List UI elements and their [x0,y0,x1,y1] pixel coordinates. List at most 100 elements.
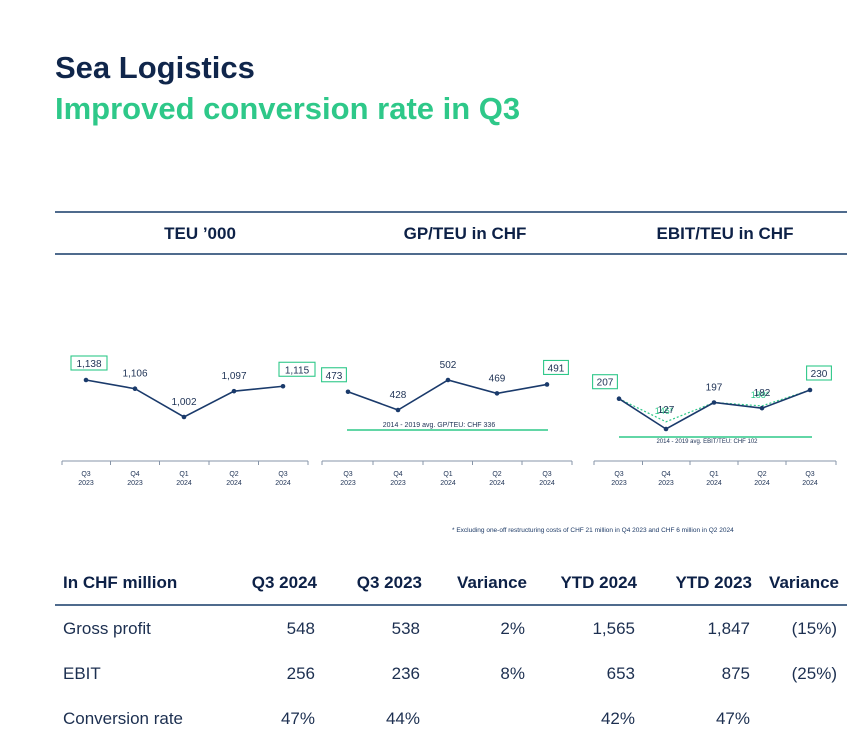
table-cell: 256 [286,663,315,683]
highlighted-data-label: 1,115 [285,365,310,376]
table-header-ytd-2024: YTD 2024 [535,562,645,606]
table-cell: EBIT [63,663,101,683]
data-point [132,386,138,392]
x-tick-label: 2024 [754,480,770,487]
highlighted-data-label: 473 [326,371,343,382]
data-point [231,388,237,394]
table-cell: 47% [715,708,750,728]
data-point [663,426,669,432]
page-subtitle: Improved conversion rate in Q3 [55,91,521,126]
data-point [711,400,717,405]
table-cell [430,696,535,741]
financials-table: In CHF million Q3 2024 Q3 2023 Variance … [55,562,847,741]
table-cell: 1,847 [707,618,750,638]
x-tick-label: 2024 [706,480,722,487]
highlighted-data-label: 1,138 [76,359,101,370]
table-cell: 875 [721,663,750,683]
data-point [544,382,550,387]
data-point [83,377,89,383]
highlighted-data-label-box [592,374,618,390]
table-cell: 653 [606,663,635,683]
x-tick-label: Q3 [542,471,551,478]
data-point [445,377,451,383]
reference-label: 2014 - 2019 avg. GP/TEU: CHF 336 [383,422,496,429]
x-tick-label: 2024 [489,480,505,487]
data-label: 428 [390,390,407,401]
series-line [347,379,548,411]
highlighted-data-label-box [806,365,832,381]
data-point [807,387,813,393]
data-label: 127 [658,405,675,416]
highlighted-data-label-box [543,359,569,376]
page-title: Sea Logistics [55,50,255,85]
table-header-ytd-2023: YTD 2023 [645,562,760,606]
highlighted-data-label: 230 [811,369,828,380]
footnote: * Excluding one-off restructuring costs … [452,527,734,534]
adjusted-data-label: 188* [751,390,770,400]
series-line [618,389,811,430]
table-header-q3-2024: Q3 2024 [225,562,325,606]
x-tick-label: Q1 [443,471,452,478]
x-tick-label: Q2 [757,471,766,478]
highlighted-data-label: 207 [597,378,614,389]
data-label: 1,002 [171,397,196,408]
table-cell: 44% [385,708,420,728]
table-header-label: In CHF million [55,562,225,606]
highlighted-data-label-box [70,355,108,371]
x-tick-label: Q3 [805,471,814,478]
table-cell: Gross profit [63,618,151,638]
x-tick-label: 2024 [226,480,242,487]
ebit-teu-column-heading: EBIT/TEU in CHF [656,224,794,243]
highlighted-data-label: 491 [548,363,565,374]
data-label: 469 [489,373,506,384]
table-cell: (15%) [791,618,837,638]
x-tick-label: Q3 [614,471,623,478]
data-point [280,383,286,389]
x-tick-label: 2024 [802,480,818,487]
x-tick-label: 2024 [539,480,555,487]
x-tick-label: 2024 [176,480,192,487]
x-tick-label: Q4 [130,471,139,478]
table-cell: 538 [391,618,420,638]
header-bottom-rule [55,253,847,255]
x-tick-label: 2023 [658,480,674,487]
x-tick-label: 2023 [340,480,356,487]
header-top-rule [55,211,847,213]
table-header-ytd-variance: Variance [760,562,847,606]
charts-area: 1,138 1,106 1,002 1,097 1,115 Q3 2023 Q4 2023 Q1 2… [61,355,837,487]
x-tick-label: 2023 [390,480,406,487]
x-tick-label: Q2 [229,471,238,478]
table-row: Gross profit 548 538 2% 1,565 1,847 (15%… [55,605,847,651]
table-row: EBIT 256 236 8% 653 875 (25%) [55,651,847,696]
data-point [759,405,765,411]
data-label: 1,106 [122,369,147,380]
table-header-row: In CHF million Q3 2024 Q3 2023 Variance … [55,562,847,606]
x-tick-label: 2024 [275,480,291,487]
x-tick-label: Q4 [661,471,670,478]
table-cell: 2% [500,618,525,638]
data-point [494,391,500,396]
data-point [395,407,401,413]
x-tick-label: 2023 [78,480,94,487]
x-tick-label: 2024 [440,480,456,487]
table-header-variance: Variance [430,562,535,606]
x-tick-label: Q1 [179,471,188,478]
table-cell [760,696,847,741]
x-tick-label: Q1 [709,471,718,478]
highlighted-data-label-box [278,361,316,377]
teu-column-heading: TEU ’000 [164,224,236,243]
data-point [345,389,351,395]
data-label: 502 [440,360,457,371]
x-tick-label: Q2 [492,471,501,478]
reference-label: 2014 - 2019 avg. EBIT/TEU: CHF 102 [656,439,758,445]
x-tick-label: 2023 [611,480,627,487]
x-tick-label: Q3 [278,471,287,478]
adjusted-data-label: 146* [655,406,674,416]
x-tick-label: Q4 [393,471,402,478]
table-header-q3-2023: Q3 2023 [325,562,430,606]
data-label: 182 [754,388,771,399]
x-tick-label: Q3 [343,471,352,478]
data-point [616,396,622,402]
gp-teu-column-heading: GP/TEU in CHF [403,224,527,243]
x-tick-label: 2023 [127,480,143,487]
